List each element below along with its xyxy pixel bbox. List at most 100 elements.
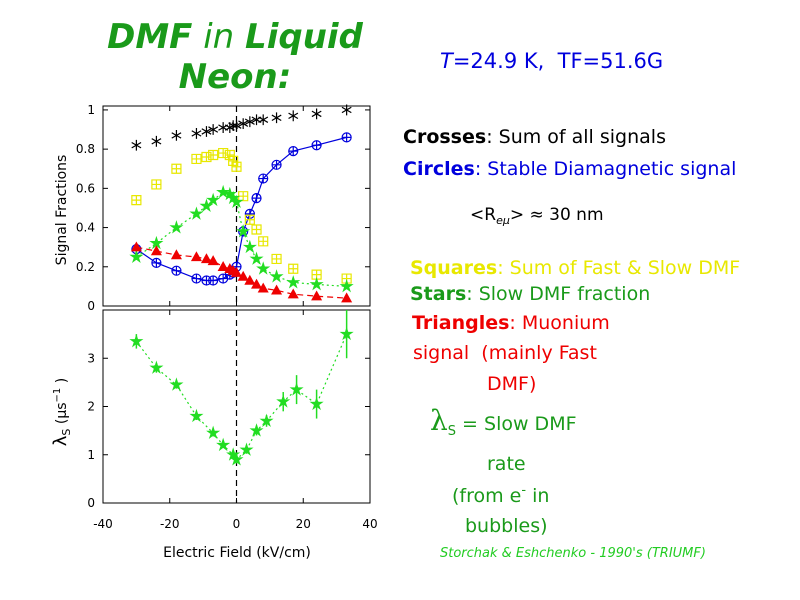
marker: [208, 275, 219, 286]
radius-part: eμ: [496, 214, 510, 227]
marker: [150, 245, 162, 256]
conditions: T=24.9 K, TF=51.6G: [440, 49, 663, 73]
marker: [169, 220, 184, 234]
marker: [171, 163, 182, 174]
marker: [149, 360, 164, 374]
marker: [229, 452, 244, 466]
y-tick-label: 3: [87, 351, 95, 365]
marker: [200, 253, 212, 264]
marker: [191, 153, 202, 165]
marker: [170, 249, 182, 260]
x-tick-label: 40: [362, 517, 377, 531]
marker: [230, 266, 243, 277]
condition-part: T: [440, 49, 455, 73]
marker: [271, 159, 282, 170]
legend-key: Circles: [403, 158, 475, 180]
marker: [131, 195, 142, 206]
y-tick-label: 1: [87, 448, 95, 462]
legend-key: Crosses: [403, 126, 486, 148]
marker: [231, 120, 242, 132]
marker: [251, 278, 263, 289]
marker: [244, 274, 256, 285]
y-label-part: (μs: [54, 402, 70, 428]
y-tick-label: 0.8: [76, 142, 95, 156]
title-line: Neon:: [179, 57, 292, 97]
marker: [271, 284, 283, 295]
marker: [129, 249, 144, 263]
y-axis-label: λS (μs−1 ): [50, 378, 73, 446]
fit-line: [136, 246, 347, 299]
marker: [130, 241, 142, 252]
marker: [237, 270, 249, 281]
marker: [151, 135, 162, 147]
legend-entry: Stars: Slow DMF fraction: [410, 283, 650, 305]
marker: [216, 184, 231, 199]
marker: [238, 191, 249, 202]
fit-line: [136, 136, 347, 282]
legend-entry: Circles: Stable Diamagnetic signal: [403, 158, 736, 180]
marker: [228, 155, 239, 167]
y-label-part: −1: [52, 388, 63, 403]
marker: [249, 251, 264, 265]
marker: [287, 288, 299, 299]
marker: [208, 124, 219, 135]
legend-key: Stars: [410, 283, 466, 305]
marker: [229, 194, 244, 209]
y-tick-label: 0.6: [76, 181, 95, 195]
legend-entry: Crosses: Sum of all signals: [403, 126, 666, 148]
marker: [339, 279, 354, 293]
y-tick-label: 0.4: [76, 221, 95, 235]
marker: [286, 275, 301, 289]
title-part: DMF: [107, 17, 192, 57]
marker: [288, 146, 299, 157]
marker: [309, 396, 324, 411]
lambda-note: λS = Slow DMF: [430, 404, 577, 439]
marker: [339, 326, 354, 341]
lambda-part: S: [448, 424, 456, 439]
lambda-part: = Slow DMF: [456, 413, 577, 435]
marker: [309, 277, 324, 291]
marker: [258, 236, 269, 247]
marker: [251, 193, 262, 204]
legend-text: signal (mainly Fast: [413, 342, 597, 364]
marker: [257, 282, 269, 293]
marker: [251, 224, 262, 235]
marker: [276, 394, 291, 408]
marker: [311, 290, 323, 301]
title-part: Liquid: [245, 17, 364, 57]
marker: [218, 273, 229, 284]
marker: [151, 179, 162, 190]
marker: [236, 224, 251, 238]
marker: [242, 239, 257, 254]
marker: [171, 130, 182, 141]
marker: [216, 437, 231, 452]
marker: [269, 269, 284, 283]
marker: [208, 149, 219, 161]
legend-text: DMF): [487, 373, 536, 395]
credit: Storchak & Eshchenko - 1990's (TRIUMF): [440, 546, 706, 561]
legend-text: : Sum of Fast & Slow DMF: [497, 257, 740, 279]
y-tick-label: 0.2: [76, 260, 95, 274]
fit-line: [135, 333, 348, 461]
legend-text: : Sum of all signals: [486, 126, 666, 148]
condition-part: =24.9 K, TF=51.6G: [453, 49, 663, 73]
marker: [271, 253, 282, 265]
x-tick-label: -40: [93, 517, 113, 531]
marker: [207, 255, 219, 266]
legend-text: : Muonium: [509, 312, 609, 334]
marker: [218, 147, 229, 159]
marker: [131, 139, 142, 151]
y-label-part: λ: [50, 435, 71, 446]
marker: [258, 173, 269, 184]
marker: [289, 382, 304, 396]
marker: [249, 423, 264, 437]
legend-entry: Squares: Sum of Fast & Slow DMF: [410, 257, 740, 279]
marker: [189, 206, 204, 220]
marker: [189, 408, 204, 423]
x-tick-label: 0: [233, 517, 241, 531]
marker: [231, 161, 242, 172]
marker: [238, 118, 249, 130]
marker: [341, 104, 352, 116]
legend-entry: Triangles: Muonium: [412, 312, 610, 334]
marker: [218, 122, 229, 133]
